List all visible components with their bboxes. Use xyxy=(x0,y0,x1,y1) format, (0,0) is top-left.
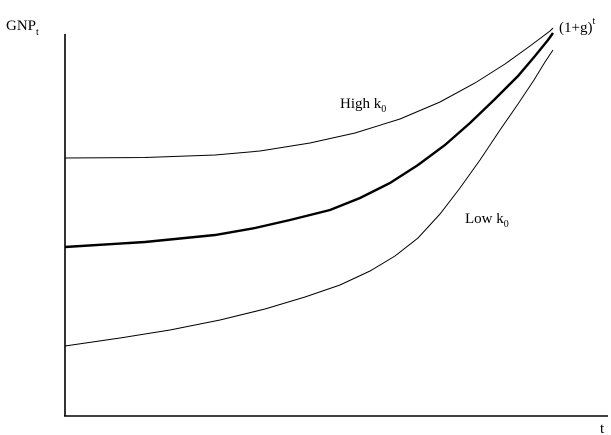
y-axis-label-main: GNP xyxy=(6,18,36,34)
trend-label: (1+g)t xyxy=(559,16,595,36)
y-axis-label: GNPt xyxy=(6,18,39,38)
low-k0-label-main: Low k xyxy=(465,211,504,227)
high-k0-label-subscript: 0 xyxy=(381,104,386,115)
low-k0-curve xyxy=(64,49,554,347)
low-k0-label-subscript: 0 xyxy=(504,219,509,230)
trend-label-main: (1+g) xyxy=(559,20,592,36)
y-axis-label-subscript: t xyxy=(36,27,39,38)
x-axis-label: t xyxy=(600,421,605,435)
high-k0-curve xyxy=(64,27,554,159)
high-k0-label-main: High k xyxy=(340,96,382,112)
trend-label-superscript: t xyxy=(592,16,595,27)
low-k0-label: Low k0 xyxy=(465,211,509,230)
high-k0-label: High k0 xyxy=(340,96,386,115)
trend-growth-curve xyxy=(64,32,554,249)
